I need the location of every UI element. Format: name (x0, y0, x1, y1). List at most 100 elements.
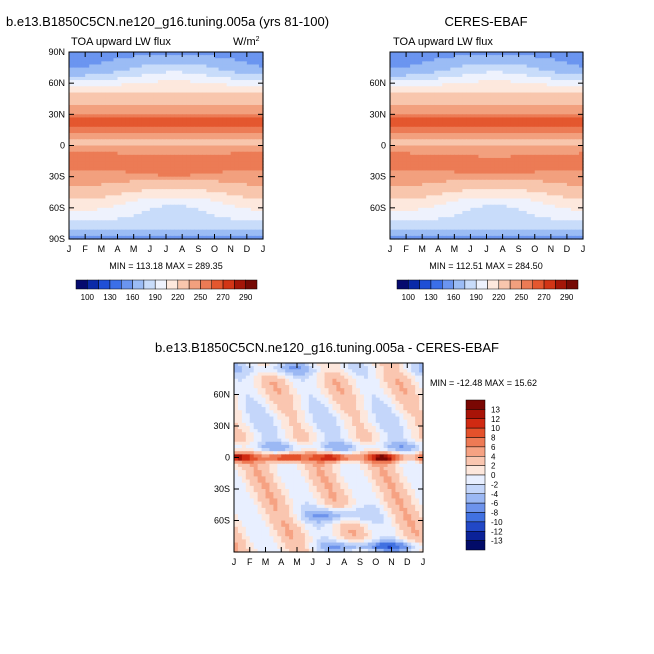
field-cell (422, 98, 427, 103)
field-cell (522, 157, 528, 162)
field-cell (430, 126, 435, 131)
field-cell (161, 229, 167, 234)
field-cell (486, 129, 492, 134)
field-cell (430, 83, 435, 87)
field-cell (534, 73, 540, 78)
field-cell (254, 133, 260, 137)
field-cell (218, 226, 224, 231)
field-cell (238, 104, 244, 109)
field-cell (466, 170, 472, 175)
field-cell (542, 123, 548, 128)
field-cell (566, 98, 572, 103)
field-cell (81, 204, 86, 209)
field-cell (390, 126, 395, 131)
field-cell (93, 214, 98, 218)
field-cell (550, 148, 556, 153)
field-cell (246, 126, 252, 131)
field-cell (73, 201, 78, 206)
field-cell (562, 120, 568, 125)
field-cell (474, 167, 480, 172)
field-cell (214, 182, 220, 187)
field-cell (394, 83, 399, 87)
field-cell (206, 61, 212, 66)
field-cell (510, 129, 516, 134)
field-cell (182, 92, 187, 97)
field-cell (418, 142, 423, 147)
field-cell (69, 198, 74, 203)
field-cell (85, 179, 90, 184)
field-cell (410, 92, 415, 97)
field-cell (538, 83, 544, 87)
field-cell (490, 120, 496, 125)
field-cell (81, 226, 86, 231)
field-cell (434, 139, 439, 143)
field-cell (430, 170, 435, 175)
field-cell (149, 207, 155, 212)
field-cell (69, 133, 74, 137)
field-cell (570, 145, 576, 150)
field-cell (494, 52, 500, 56)
field-cell (406, 176, 411, 181)
field-cell (73, 145, 78, 150)
field-cell (482, 139, 488, 143)
field-cell (474, 114, 480, 119)
field-cell (250, 198, 256, 203)
field-cell (166, 189, 171, 193)
field-cell (502, 114, 508, 119)
field-cell (73, 186, 78, 190)
field-cell (230, 129, 236, 134)
field-cell (210, 95, 216, 100)
field-cell (458, 179, 463, 184)
field-cell (250, 173, 256, 178)
field-cell (194, 164, 199, 168)
field-cell (149, 198, 155, 203)
field-cell (438, 120, 443, 125)
field-cell (121, 139, 127, 143)
field-cell (446, 120, 451, 125)
field-cell (462, 123, 467, 128)
field-cell (390, 136, 395, 140)
field-cell (526, 111, 532, 115)
field-cell (133, 145, 139, 150)
field-cell (113, 104, 119, 109)
field-cell (210, 136, 216, 140)
field-cell (246, 167, 252, 172)
field-cell (558, 76, 564, 81)
field-cell (190, 73, 195, 78)
field-cell (218, 229, 224, 234)
field-cell (426, 120, 431, 125)
field-cell (121, 154, 127, 159)
field-cell (546, 108, 552, 112)
field-cell (182, 101, 187, 106)
field-cell (153, 179, 159, 184)
field-cell (81, 189, 86, 193)
field-cell (202, 170, 208, 175)
field-cell (77, 229, 82, 234)
field-cell (137, 142, 143, 147)
field-cell (570, 142, 576, 147)
field-cell (546, 179, 552, 184)
field-cell (538, 126, 544, 131)
field-cell (430, 179, 435, 184)
field-cell (446, 126, 451, 131)
field-cell (161, 161, 167, 165)
field-cell (121, 80, 127, 84)
field-cell (566, 129, 572, 134)
field-cell (554, 167, 560, 172)
field-cell (434, 179, 439, 184)
field-cell (101, 176, 106, 181)
field-cell (550, 98, 556, 103)
field-cell (246, 151, 252, 156)
field-cell (69, 55, 74, 59)
field-cell (121, 126, 127, 131)
field-cell (194, 182, 199, 187)
field-cell (198, 189, 203, 193)
field-cell (186, 114, 191, 119)
field-cell (258, 92, 264, 97)
field-cell (498, 136, 504, 140)
field-cell (149, 83, 155, 87)
field-cell (578, 145, 584, 150)
field-cell (426, 170, 431, 175)
field-cell (125, 217, 131, 221)
field-cell (129, 232, 135, 237)
